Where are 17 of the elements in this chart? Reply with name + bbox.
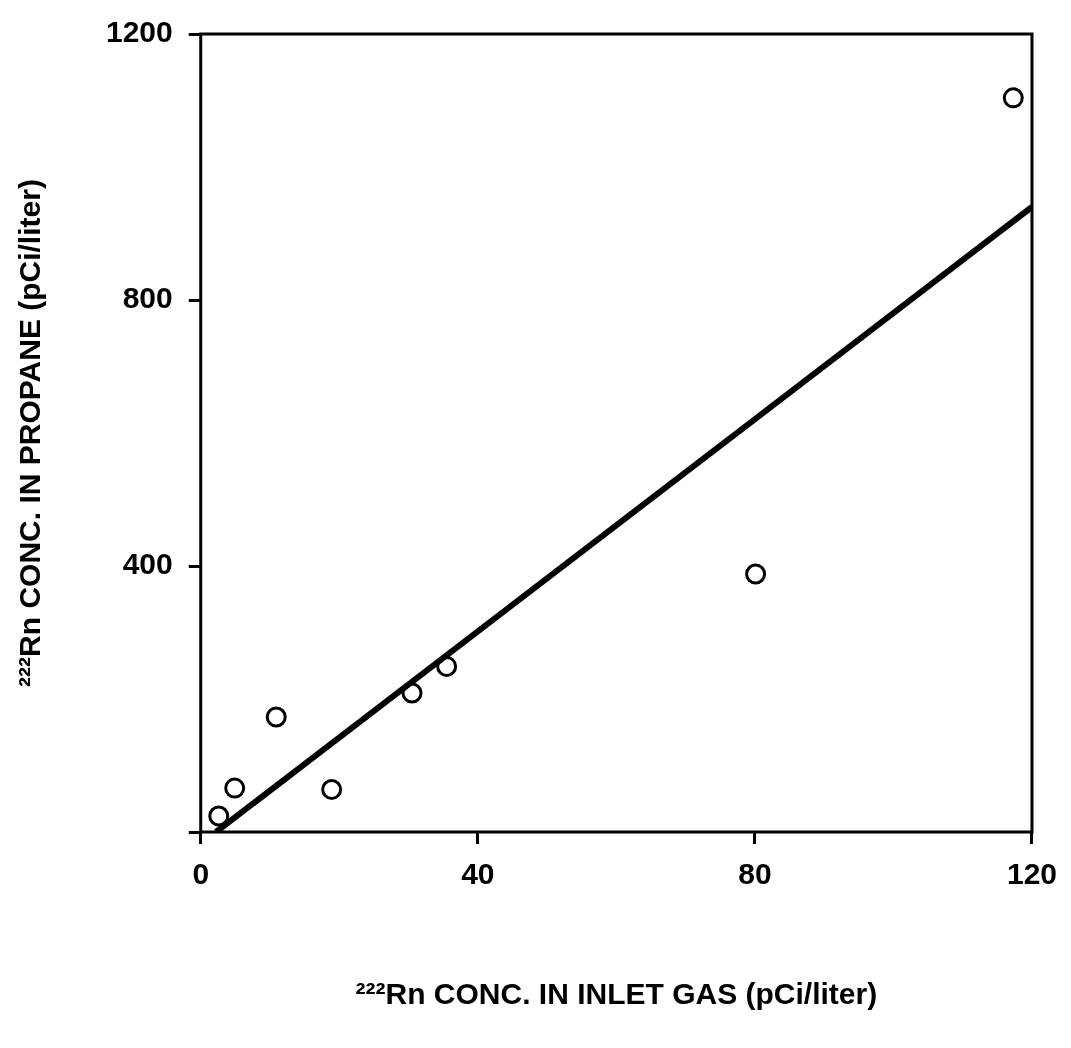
y-axis-title: ²²²Rn CONC. IN PROPANE (pCi/liter) bbox=[13, 179, 47, 687]
point bbox=[1002, 87, 1024, 109]
point bbox=[401, 682, 423, 704]
x-tick-label: 40 bbox=[461, 857, 495, 891]
y-tick-label: 400 bbox=[122, 547, 173, 581]
point bbox=[321, 778, 343, 800]
point bbox=[208, 805, 230, 827]
point bbox=[745, 563, 767, 585]
y-tick-label: 1200 bbox=[105, 15, 173, 49]
point bbox=[265, 706, 287, 728]
point bbox=[224, 777, 246, 799]
x-tick-label: 0 bbox=[192, 857, 210, 891]
x-tick-label: 120 bbox=[1006, 857, 1057, 891]
y-tick-label: 800 bbox=[122, 281, 173, 315]
x-axis-title: ²²²Rn CONC. IN INLET GAS (pCi/liter) bbox=[355, 977, 878, 1011]
x-tick-label: 80 bbox=[738, 857, 772, 891]
point bbox=[436, 655, 458, 677]
